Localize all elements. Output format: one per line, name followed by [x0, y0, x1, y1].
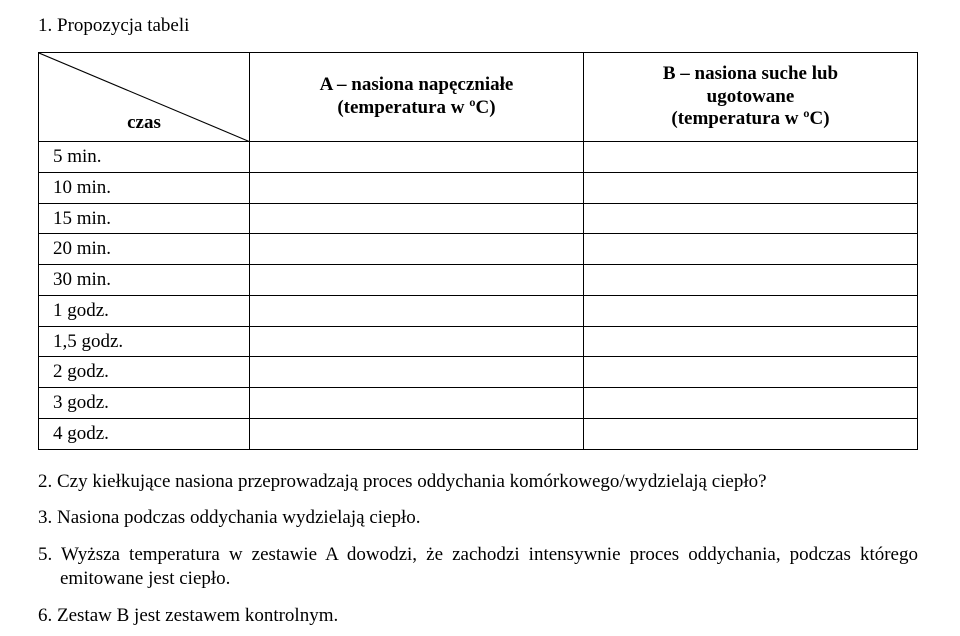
data-cell-b: [583, 388, 917, 419]
time-cell: 20 min.: [39, 234, 250, 265]
time-cell: 10 min.: [39, 172, 250, 203]
time-cell: 1,5 godz.: [39, 326, 250, 357]
data-cell-a: [249, 172, 583, 203]
table-body: 5 min. 10 min. 15 min. 20 min. 30 min. 1…: [39, 142, 918, 450]
data-cell-b: [583, 357, 917, 388]
data-cell-a: [249, 357, 583, 388]
data-cell-b: [583, 265, 917, 296]
data-cell-b: [583, 326, 917, 357]
data-cell-a: [249, 142, 583, 173]
paragraph-2: 2. Czy kiełkujące nasiona przeprowadzają…: [38, 470, 918, 494]
table-row: 3 godz.: [39, 388, 918, 419]
data-cell-b: [583, 142, 917, 173]
data-table: czas A – nasiona napęczniałe (temperatur…: [38, 52, 918, 450]
time-column-label: czas: [39, 111, 249, 135]
table-header-row: czas A – nasiona napęczniałe (temperatur…: [39, 52, 918, 141]
table-row: 30 min.: [39, 265, 918, 296]
time-cell: 30 min.: [39, 265, 250, 296]
data-cell-b: [583, 418, 917, 449]
data-cell-a: [249, 234, 583, 265]
col-a-line2: (temperatura w ºC): [256, 97, 577, 120]
time-cell: 5 min.: [39, 142, 250, 173]
table-row: 10 min.: [39, 172, 918, 203]
table-row: 20 min.: [39, 234, 918, 265]
col-b-line1: B – nasiona suche lub: [590, 63, 911, 86]
data-cell-b: [583, 203, 917, 234]
col-a-line1: A – nasiona napęczniałe: [256, 74, 577, 97]
col-b-line3: (temperatura w ºC): [590, 108, 911, 131]
data-cell-a: [249, 295, 583, 326]
time-cell: 2 godz.: [39, 357, 250, 388]
time-cell: 4 godz.: [39, 418, 250, 449]
data-cell-b: [583, 172, 917, 203]
table-row: 1,5 godz.: [39, 326, 918, 357]
time-cell: 1 godz.: [39, 295, 250, 326]
data-cell-b: [583, 295, 917, 326]
col-b-line2: ugotowane: [590, 86, 911, 109]
table-row: 4 godz.: [39, 418, 918, 449]
header-col-b: B – nasiona suche lub ugotowane (tempera…: [583, 52, 917, 141]
table-row: 15 min.: [39, 203, 918, 234]
paragraph-list: 2. Czy kiełkujące nasiona przeprowadzają…: [38, 470, 918, 628]
data-cell-a: [249, 418, 583, 449]
header-col-a: A – nasiona napęczniałe (temperatura w º…: [249, 52, 583, 141]
paragraph-6: 6. Zestaw B jest zestawem kontrolnym.: [38, 604, 918, 628]
header-time: czas: [39, 52, 250, 141]
data-cell-a: [249, 326, 583, 357]
table-row: 1 godz.: [39, 295, 918, 326]
data-cell-a: [249, 388, 583, 419]
table-row: 5 min.: [39, 142, 918, 173]
header-time-content: czas: [39, 53, 249, 141]
table-row: 2 godz.: [39, 357, 918, 388]
paragraph-5: 5. Wyższa temperatura w zestawie A dowod…: [38, 543, 918, 591]
data-cell-b: [583, 234, 917, 265]
time-cell: 3 godz.: [39, 388, 250, 419]
section-title: 1. Propozycja tabeli: [38, 14, 918, 38]
data-cell-a: [249, 203, 583, 234]
time-cell: 15 min.: [39, 203, 250, 234]
data-cell-a: [249, 265, 583, 296]
paragraph-3: 3. Nasiona podczas oddychania wydzielają…: [38, 506, 918, 530]
